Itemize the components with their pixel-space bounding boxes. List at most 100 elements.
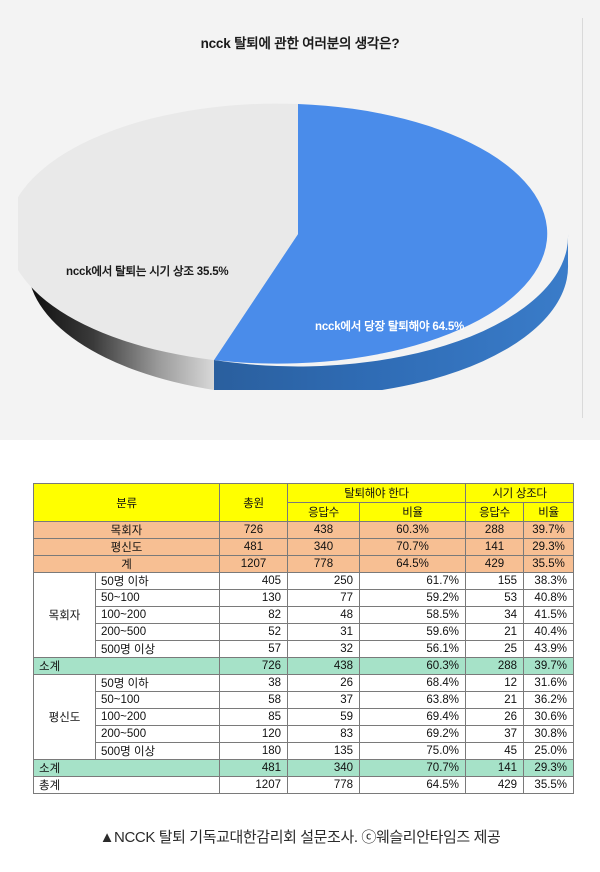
group-label: 평신도 bbox=[33, 674, 96, 760]
cell-early-ratio: 39.7% bbox=[523, 521, 575, 539]
header-total: 총원 bbox=[219, 483, 288, 522]
cell-early-count: 34 bbox=[465, 606, 525, 624]
table-row: 100~200 85 59 69.4% 26 30.6% bbox=[34, 708, 575, 726]
cell-early-count: 155 bbox=[465, 572, 525, 590]
table-row: 100~200 82 48 58.5% 34 41.5% bbox=[34, 606, 575, 624]
row-label: 평신도 bbox=[33, 538, 220, 556]
cell-leave-ratio: 64.5% bbox=[358, 555, 467, 573]
figure-caption: ▲NCCK 탈퇴 기독교대한감리회 설문조사. ⓒ웨슬리안타임즈 제공 bbox=[99, 829, 501, 846]
cell-leave-ratio: 58.5% bbox=[358, 606, 467, 624]
row-label: 50~100 bbox=[95, 589, 220, 607]
cell-leave-ratio: 63.8% bbox=[358, 691, 467, 709]
cell-early-ratio: 29.3% bbox=[523, 759, 575, 777]
row-label: 소계 bbox=[33, 759, 220, 777]
row-label: 50명 이하 bbox=[95, 572, 220, 590]
header-category: 분류 bbox=[33, 483, 220, 522]
cell-leave-ratio: 56.1% bbox=[358, 640, 467, 658]
header-early-count: 응답수 bbox=[465, 502, 525, 522]
header-leave-count: 응답수 bbox=[287, 502, 360, 522]
cell-leave-ratio: 70.7% bbox=[358, 759, 467, 777]
table-row: 계 1207 778 64.5% 429 35.5% bbox=[33, 555, 575, 573]
row-label: 50명 이하 bbox=[95, 674, 220, 692]
cell-early-count: 45 bbox=[465, 742, 525, 760]
cell-total: 85 bbox=[219, 708, 288, 726]
cell-leave-ratio: 68.4% bbox=[358, 674, 467, 692]
cell-early-ratio: 36.2% bbox=[523, 691, 575, 709]
table-row: 평신도 50명 이하 38 26 68.4% 12 31.6% bbox=[33, 674, 575, 760]
cell-early-count: 53 bbox=[465, 589, 525, 607]
row-label: 100~200 bbox=[95, 606, 220, 624]
cell-leave-count: 26 bbox=[287, 674, 360, 692]
cell-early-count: 21 bbox=[465, 691, 525, 709]
header-early-ratio: 비율 bbox=[523, 502, 575, 522]
cell-total: 1207 bbox=[219, 555, 288, 573]
cell-leave-count: 778 bbox=[287, 776, 360, 794]
cell-leave-count: 340 bbox=[287, 538, 360, 556]
cell-leave-count: 32 bbox=[287, 640, 360, 658]
table-row: 목회자 726 438 60.3% 288 39.7% bbox=[33, 521, 575, 539]
row-label: 소계 bbox=[33, 657, 220, 675]
cell-leave-count: 438 bbox=[287, 657, 360, 675]
row-label: 500명 이상 bbox=[95, 742, 220, 760]
cell-total: 82 bbox=[219, 606, 288, 624]
cell-leave-count: 438 bbox=[287, 521, 360, 539]
cell-early-ratio: 40.4% bbox=[523, 623, 575, 641]
cell-leave-ratio: 61.7% bbox=[358, 572, 467, 590]
cell-total: 726 bbox=[219, 657, 288, 675]
cell-total: 405 bbox=[219, 572, 288, 590]
row-label: 목회자 bbox=[33, 521, 220, 539]
cell-early-ratio: 38.3% bbox=[523, 572, 575, 590]
cell-leave-count: 77 bbox=[287, 589, 360, 607]
table-header-row-1: 분류 총원 탈퇴해야 한다 시기 상조다 bbox=[33, 483, 575, 522]
row-label: 50~100 bbox=[95, 691, 220, 709]
table-subtotal-row: 소계 481 340 70.7% 141 29.3% bbox=[33, 759, 575, 777]
row-label: 100~200 bbox=[95, 708, 220, 726]
cell-early-ratio: 29.3% bbox=[523, 538, 575, 556]
table-row: 500명 이상 180 135 75.0% 45 25.0% bbox=[34, 742, 575, 760]
row-label: 200~500 bbox=[95, 725, 220, 743]
cell-leave-ratio: 60.3% bbox=[358, 657, 467, 675]
cell-leave-count: 37 bbox=[287, 691, 360, 709]
row-label: 총계 bbox=[33, 776, 220, 794]
cell-leave-count: 31 bbox=[287, 623, 360, 641]
table-grand-total-row: 총계 1207 778 64.5% 429 35.5% bbox=[33, 776, 575, 794]
table-row: 500명 이상 57 32 56.1% 25 43.9% bbox=[34, 640, 575, 658]
cell-early-ratio: 41.5% bbox=[523, 606, 575, 624]
cell-total: 1207 bbox=[219, 776, 288, 794]
cell-early-count: 429 bbox=[465, 776, 525, 794]
header-leave-ratio: 비율 bbox=[358, 502, 467, 522]
cell-total: 58 bbox=[219, 691, 288, 709]
cell-total: 180 bbox=[219, 742, 288, 760]
cell-total: 481 bbox=[219, 538, 288, 556]
cell-total: 38 bbox=[219, 674, 288, 692]
row-label: 500명 이상 bbox=[95, 640, 220, 658]
table-subtotal-row: 소계 726 438 60.3% 288 39.7% bbox=[33, 657, 575, 675]
card-divider bbox=[582, 18, 583, 418]
header-group-early: 시기 상조다 bbox=[465, 483, 575, 503]
chart-title: ncck 탈퇴에 관한 여러분의 생각은? bbox=[200, 36, 400, 51]
pie-side-wall-blue bbox=[214, 234, 569, 390]
cell-leave-count: 340 bbox=[287, 759, 360, 777]
pie-label-leave-now: ncck에서 당장 탈퇴해야 64.5% bbox=[315, 321, 465, 333]
cell-leave-count: 135 bbox=[287, 742, 360, 760]
row-label: 계 bbox=[33, 555, 220, 573]
cell-leave-ratio: 70.7% bbox=[358, 538, 467, 556]
cell-early-ratio: 25.0% bbox=[523, 742, 575, 760]
cell-early-count: 288 bbox=[465, 657, 525, 675]
cell-early-count: 21 bbox=[465, 623, 525, 641]
cell-early-ratio: 35.5% bbox=[523, 555, 575, 573]
cell-leave-count: 250 bbox=[287, 572, 360, 590]
cell-early-ratio: 30.6% bbox=[523, 708, 575, 726]
cell-early-ratio: 31.6% bbox=[523, 674, 575, 692]
table-row: 50~100 58 37 63.8% 21 36.2% bbox=[34, 691, 575, 709]
cell-total: 130 bbox=[219, 589, 288, 607]
cell-early-ratio: 30.8% bbox=[523, 725, 575, 743]
cell-total: 726 bbox=[219, 521, 288, 539]
cell-total: 52 bbox=[219, 623, 288, 641]
cell-leave-ratio: 59.2% bbox=[358, 589, 467, 607]
cell-leave-count: 83 bbox=[287, 725, 360, 743]
row-label: 200~500 bbox=[95, 623, 220, 641]
pie-slice-leave-now bbox=[214, 104, 548, 364]
cell-total: 120 bbox=[219, 725, 288, 743]
cell-leave-ratio: 69.2% bbox=[358, 725, 467, 743]
